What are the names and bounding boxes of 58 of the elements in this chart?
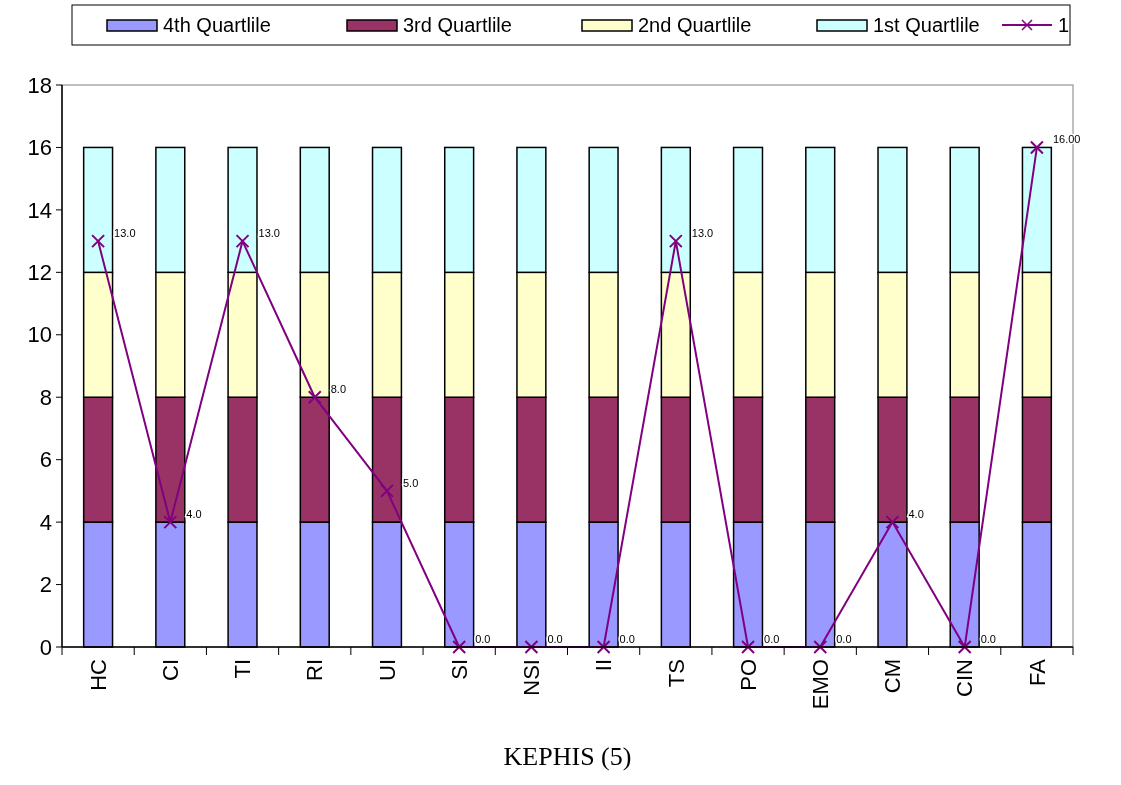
point — [452, 640, 467, 654]
data-label: 8.0 — [330, 383, 347, 396]
data-label: 13.0 — [691, 227, 714, 240]
point — [379, 483, 394, 498]
point — [91, 234, 106, 249]
legend-label: 4th Quartlile — [163, 14, 271, 36]
x-tick-label: II — [591, 659, 617, 672]
x-tick-label: TS — [663, 659, 689, 688]
data-label: 13.0 — [114, 227, 136, 240]
data-label: 16.00 — [1052, 133, 1081, 146]
x-tick-label: PO — [735, 659, 761, 691]
y-tick-label: 12 — [27, 260, 52, 286]
y-tick-label: 16 — [27, 135, 52, 161]
point — [1029, 140, 1044, 155]
y-tick-label: 14 — [27, 197, 52, 223]
y-tick-label: 0 — [39, 634, 52, 660]
y-tick-label: 18 — [27, 72, 52, 98]
data-label: 5.0 — [402, 476, 419, 489]
x-tick-label: EMO — [807, 659, 833, 710]
point — [307, 390, 322, 405]
y-tick-label: 10 — [27, 322, 52, 348]
legend-label: 1st Quartlile — [873, 14, 980, 36]
x-tick-label: FA — [1024, 658, 1050, 686]
data-label: 0.0 — [475, 633, 491, 645]
x-tick-label: NSI — [519, 659, 545, 696]
point — [885, 515, 900, 530]
point — [163, 515, 178, 530]
point — [668, 234, 683, 249]
x-tick-label: SI — [446, 659, 472, 680]
point — [957, 640, 972, 654]
legend-label: 1 — [1058, 14, 1070, 36]
y-tick-label: 4 — [39, 509, 52, 535]
x-tick-label: CIN — [952, 659, 978, 697]
y-tick-label: 6 — [39, 447, 52, 473]
legend-label: 2nd Quartlile — [638, 14, 752, 36]
data-label: 0.0 — [836, 633, 852, 645]
y-tick-label: 8 — [39, 384, 52, 410]
point — [813, 640, 828, 654]
x-tick-label: RI — [302, 659, 328, 681]
data-label: 0.0 — [547, 633, 563, 645]
y-tick-label: 2 — [39, 572, 52, 598]
data-label: 0.0 — [619, 633, 635, 645]
data-label: 0.0 — [980, 633, 996, 645]
point — [596, 640, 611, 654]
legend-label: 3rd Quartlile — [403, 14, 512, 36]
x-tick-label: TI — [230, 659, 256, 679]
point — [235, 234, 250, 249]
data-label: 4.0 — [908, 508, 924, 521]
data-label: 0.0 — [764, 633, 780, 645]
point — [524, 640, 539, 654]
x-tick-label: UI — [374, 659, 400, 681]
x-tick-label: HC — [85, 658, 111, 691]
data-label: 13.0 — [258, 227, 280, 240]
x-tick-label: CM — [880, 659, 906, 694]
x-axis-title: KEPHIS (5) — [503, 742, 632, 771]
point — [741, 640, 756, 654]
data-label: 4.0 — [186, 508, 202, 521]
x-tick-label: CI — [158, 659, 184, 681]
